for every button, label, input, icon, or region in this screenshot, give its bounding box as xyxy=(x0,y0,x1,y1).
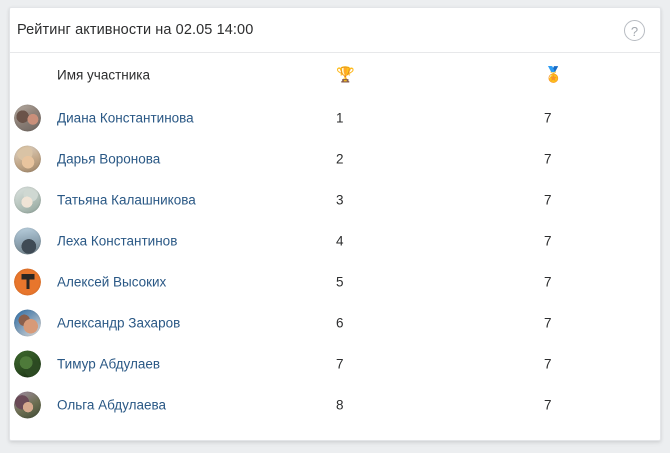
participant-name[interactable]: Леха Константинов xyxy=(57,233,178,248)
trophy-value: 8 xyxy=(336,397,344,412)
table-row[interactable]: Александр Захаров 6 7 xyxy=(10,302,660,343)
avatar[interactable] xyxy=(14,186,41,213)
table-row[interactable]: Алексей Высоких 5 7 xyxy=(10,261,660,302)
avatar[interactable] xyxy=(14,227,41,254)
help-icon[interactable]: ? xyxy=(624,20,645,41)
medal-value: 7 xyxy=(544,274,552,289)
participant-name[interactable]: Алексей Высоких xyxy=(57,274,167,289)
table-row[interactable]: Дарья Воронова 2 7 xyxy=(10,138,660,179)
participant-name[interactable]: Дарья Воронова xyxy=(57,151,161,166)
rating-table: Имя участника 🏆 🏅 Диана Константинова 1 … xyxy=(10,53,660,425)
table-header-row: Имя участника 🏆 🏅 xyxy=(10,53,660,97)
medal-value: 7 xyxy=(544,397,552,412)
medal-value: 7 xyxy=(544,233,552,248)
column-header-name: Имя участника xyxy=(57,67,150,83)
medal-value: 7 xyxy=(544,356,552,371)
avatar[interactable] xyxy=(14,268,41,295)
participant-name[interactable]: Александр Захаров xyxy=(57,315,181,330)
medal-value: 7 xyxy=(544,110,552,125)
medal-value: 7 xyxy=(544,192,552,207)
trophy-value: 2 xyxy=(336,151,344,166)
medal-icon: 🏅 xyxy=(544,66,563,84)
card-header: Рейтинг активности на 02.05 14:00 ? xyxy=(10,8,660,53)
participant-name[interactable]: Диана Константинова xyxy=(57,110,194,125)
table-row[interactable]: Татьяна Калашникова 3 7 xyxy=(10,179,660,220)
avatar[interactable] xyxy=(14,145,41,172)
avatar[interactable] xyxy=(14,104,41,131)
medal-value: 7 xyxy=(544,151,552,166)
participant-name[interactable]: Ольга Абдулаева xyxy=(57,397,167,412)
table-row[interactable]: Ольга Абдулаева 8 7 xyxy=(10,384,660,425)
avatar[interactable] xyxy=(14,350,41,377)
avatar[interactable] xyxy=(14,391,41,418)
medal-value: 7 xyxy=(544,315,552,330)
trophy-value: 7 xyxy=(336,356,344,371)
activity-rating-card: Рейтинг активности на 02.05 14:00 ? Имя … xyxy=(9,7,661,441)
trophy-value: 4 xyxy=(336,233,344,248)
table-row[interactable]: Тимур Абдулаев 7 7 xyxy=(10,343,660,384)
participant-name[interactable]: Татьяна Калашникова xyxy=(57,192,196,207)
table-row[interactable]: Леха Константинов 4 7 xyxy=(10,220,660,261)
page-title: Рейтинг активности на 02.05 14:00 xyxy=(17,22,254,38)
avatar[interactable] xyxy=(14,309,41,336)
trophy-value: 5 xyxy=(336,274,344,289)
participant-name[interactable]: Тимур Абдулаев xyxy=(57,356,161,371)
trophy-icon: 🏆 xyxy=(336,66,355,84)
trophy-value: 1 xyxy=(336,110,344,125)
trophy-value: 6 xyxy=(336,315,344,330)
trophy-value: 3 xyxy=(336,192,344,207)
table-row[interactable]: Диана Константинова 1 7 xyxy=(10,97,660,138)
